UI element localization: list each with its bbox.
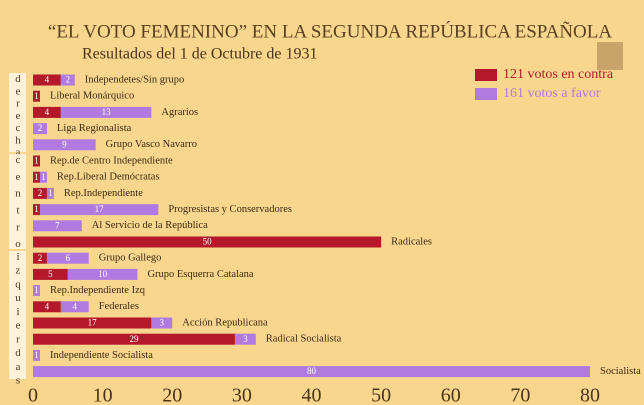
category-label: Agrarios bbox=[161, 107, 198, 118]
data-label: 4 bbox=[45, 107, 50, 117]
data-label: 80 bbox=[307, 366, 317, 376]
category-label: Rep.Independiente bbox=[64, 188, 143, 199]
data-label: 1 bbox=[34, 285, 39, 295]
legend-swatch bbox=[475, 69, 497, 81]
category-label: Grupo Esquerra Catalana bbox=[147, 269, 253, 280]
group-label: izquierdas bbox=[9, 251, 26, 389]
data-label: 1 bbox=[34, 204, 39, 214]
data-label: 29 bbox=[129, 334, 139, 344]
x-tick-label: 0 bbox=[28, 385, 38, 405]
bar-segment bbox=[46, 187, 54, 199]
data-label: 6 bbox=[66, 253, 71, 263]
data-label: 13 bbox=[102, 107, 112, 117]
data-label: 17 bbox=[88, 318, 98, 328]
category-label: Socialista bbox=[600, 366, 641, 377]
bar-segment bbox=[33, 317, 152, 329]
category-label: Independetes/Sin grupo bbox=[85, 74, 184, 85]
bar-segment bbox=[33, 220, 82, 232]
x-tick-label: 20 bbox=[162, 385, 182, 405]
bar-segment bbox=[39, 204, 159, 216]
x-tick-label: 50 bbox=[371, 385, 391, 405]
data-label: 1 bbox=[34, 350, 39, 360]
category-label: Al Servicio de la República bbox=[92, 220, 208, 231]
data-label: 2 bbox=[38, 188, 43, 198]
bar-segment bbox=[33, 333, 235, 345]
data-label: 4 bbox=[45, 301, 50, 311]
bar-segment bbox=[33, 139, 96, 151]
bar-segment bbox=[39, 171, 47, 183]
icon bbox=[597, 42, 623, 70]
category-label: Grupo Gallego bbox=[99, 253, 162, 264]
category-label: Radical Socialista bbox=[266, 334, 342, 345]
legend-label: 161 votos a favor bbox=[503, 86, 601, 101]
bar-segment bbox=[33, 349, 40, 361]
category-label: Acción Republicana bbox=[182, 317, 268, 328]
group-label: centro bbox=[9, 154, 26, 255]
bar-segment bbox=[67, 268, 138, 280]
data-label: 1 bbox=[34, 91, 39, 101]
data-label: 7 bbox=[55, 220, 60, 230]
category-label: Rep.Independiente Izq bbox=[50, 285, 146, 296]
category-label: Grupo Vasco Navarro bbox=[106, 139, 197, 150]
bar-segment bbox=[60, 74, 75, 86]
data-label: 1 bbox=[48, 188, 53, 198]
bar-segment bbox=[33, 236, 382, 248]
x-tick-label: 40 bbox=[302, 385, 322, 405]
bar-segment bbox=[33, 74, 61, 86]
bar-segment bbox=[33, 285, 40, 297]
category-label: Independiente Socialista bbox=[50, 350, 153, 361]
bar-segment bbox=[60, 106, 152, 118]
data-label: 9 bbox=[62, 139, 67, 149]
x-tick-label: 70 bbox=[510, 385, 530, 405]
data-label: 1 bbox=[34, 172, 39, 182]
category-label: Federales bbox=[99, 301, 139, 312]
bar-segment bbox=[33, 268, 68, 280]
x-tick-label: 30 bbox=[232, 385, 252, 405]
category-label: Progresistas y Conservadores bbox=[168, 204, 292, 215]
data-label: 1 bbox=[41, 172, 46, 182]
bar-segment bbox=[33, 301, 61, 313]
bar-segment bbox=[151, 317, 173, 329]
bar-segment bbox=[46, 252, 89, 264]
data-label: 10 bbox=[98, 269, 108, 279]
bar-segment bbox=[33, 106, 61, 118]
bar-segment bbox=[33, 123, 47, 135]
data-label: 1 bbox=[34, 156, 39, 166]
group-label: derecha bbox=[9, 73, 26, 159]
bar-segment bbox=[33, 204, 40, 216]
data-label: 17 bbox=[95, 204, 105, 214]
legend-label: 121 votos en contra bbox=[503, 67, 614, 82]
data-label: 50 bbox=[203, 237, 213, 247]
bar-segment bbox=[234, 333, 256, 345]
category-label: Liga Regionalista bbox=[57, 123, 132, 134]
bar-segment bbox=[33, 155, 40, 167]
data-label: 2 bbox=[38, 123, 43, 133]
chart-title: “EL VOTO FEMENINO” EN LA SEGUNDA REPÚBLI… bbox=[48, 20, 612, 42]
x-tick-label: 10 bbox=[93, 385, 113, 405]
data-label: 4 bbox=[73, 301, 78, 311]
bar-segment bbox=[33, 187, 47, 199]
bar-segment bbox=[33, 252, 47, 264]
legend-swatch bbox=[475, 88, 497, 100]
category-label: Radicales bbox=[391, 236, 432, 247]
x-tick-label: 80 bbox=[580, 385, 600, 405]
category-label: Rep.Liberal Demócratas bbox=[57, 172, 160, 183]
bar-segment bbox=[33, 366, 590, 378]
category-label: Liberal Monárquico bbox=[50, 91, 134, 102]
category-label: Rep.de Centro Independiente bbox=[50, 155, 173, 166]
data-label: 3 bbox=[243, 334, 248, 344]
data-label: 2 bbox=[38, 253, 43, 263]
data-label: 4 bbox=[45, 75, 50, 85]
data-label: 3 bbox=[160, 318, 165, 328]
chart-subtitle: Resultados del 1 de Octubre de 1931 bbox=[82, 46, 318, 63]
bar-segment bbox=[60, 301, 89, 313]
bar-segment bbox=[33, 171, 40, 183]
data-label: 2 bbox=[66, 75, 71, 85]
data-label: 5 bbox=[48, 269, 53, 279]
bar-segment bbox=[33, 90, 40, 102]
x-tick-label: 60 bbox=[441, 385, 461, 405]
